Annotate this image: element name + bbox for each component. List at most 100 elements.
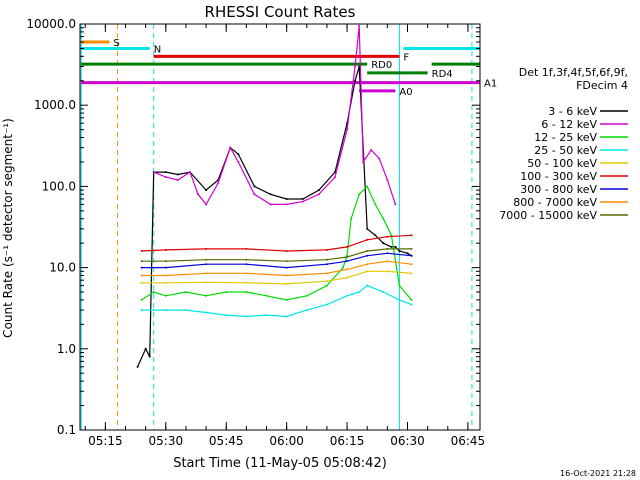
x-tick-label: 05:15	[88, 434, 123, 448]
data-point	[382, 242, 385, 245]
data-point	[410, 272, 413, 275]
plot-frame	[79, 23, 481, 431]
data-point	[269, 193, 272, 196]
data-point	[354, 65, 357, 68]
data-point	[225, 314, 228, 317]
data-point	[205, 247, 208, 250]
data-point	[366, 263, 369, 266]
series-line	[141, 234, 412, 252]
data-point	[285, 260, 288, 263]
x-tick-label: 06:30	[390, 434, 425, 448]
data-point	[382, 291, 385, 294]
data-point	[374, 234, 377, 237]
data-point	[394, 245, 397, 248]
legend-entry-label: 12 - 25 keV	[534, 131, 597, 144]
data-point	[245, 291, 248, 294]
data-point	[325, 284, 328, 287]
flag-bar-label: RD0	[371, 60, 392, 71]
data-point	[205, 189, 208, 192]
y-tick-label: 10000.0	[26, 17, 76, 31]
data-point	[245, 247, 248, 250]
data-point	[285, 203, 288, 206]
data-point	[325, 280, 328, 283]
data-point	[378, 157, 381, 160]
data-point	[366, 270, 369, 273]
data-point	[164, 294, 167, 297]
axes: 05:15 05:30 05:45 06:00 06:15 06:30 06:45 0.1 1.…	[26, 17, 485, 448]
data-point	[140, 260, 143, 263]
data-point	[140, 281, 143, 284]
data-point	[164, 260, 167, 263]
data-point	[205, 281, 208, 284]
data-point	[245, 258, 248, 261]
data-point	[164, 176, 167, 179]
data-point	[148, 355, 151, 358]
data-point	[164, 281, 167, 284]
data-point	[370, 149, 373, 152]
data-point	[285, 282, 288, 285]
data-point	[398, 250, 401, 253]
x-tick-label: 06:00	[269, 434, 304, 448]
legend-entry-label: 3 - 6 keV	[548, 105, 597, 118]
data-point	[358, 65, 361, 68]
data-point	[342, 266, 345, 269]
data-point	[366, 227, 369, 230]
data-point	[140, 309, 143, 312]
data-point	[410, 247, 413, 250]
data-point	[140, 298, 143, 301]
data-point	[366, 238, 369, 241]
data-point	[358, 193, 361, 196]
data-point	[325, 303, 328, 306]
legend: Det 1f,3f,4f,5f,6f,9f,FDecim 4 3 - 6 keV6…	[499, 66, 628, 222]
data-point	[245, 272, 248, 275]
data-point	[164, 266, 167, 269]
data-point	[164, 248, 167, 251]
data-point	[406, 252, 409, 255]
data-point	[366, 185, 369, 188]
series-line	[141, 252, 412, 269]
data-point	[269, 203, 272, 206]
x-axis-label: Start Time (11-May-05 05:08:42)	[173, 456, 387, 471]
data-point	[354, 79, 357, 82]
data-point	[325, 248, 328, 251]
data-point	[164, 171, 167, 174]
data-point	[301, 200, 304, 203]
data-point	[197, 193, 200, 196]
data-point	[358, 291, 361, 294]
legend-entry-label: 25 - 50 keV	[534, 144, 597, 157]
x-tick-label: 05:45	[209, 434, 244, 448]
y-tick-label: 0.1	[57, 423, 76, 437]
y-axis-label: Count Rate (s⁻¹ detector segment⁻¹)	[1, 118, 15, 338]
data-point	[386, 270, 389, 273]
x-tick-label: 06:45	[451, 434, 486, 448]
flag-bars: S N F RD0 RD4 A1 A0	[81, 38, 497, 98]
flag-bar-label: N	[154, 44, 161, 55]
data-point	[410, 303, 413, 306]
data-point	[410, 263, 413, 266]
y-tick-label: 1000.0	[34, 98, 76, 112]
data-point	[176, 178, 179, 181]
legend-entry-label: 100 - 300 keV	[520, 170, 597, 183]
data-point	[350, 217, 353, 220]
data-point	[237, 153, 240, 156]
x-tick-label: 06:15	[330, 434, 365, 448]
data-point	[390, 234, 393, 237]
data-point	[346, 128, 349, 131]
legend-entry-label: 7000 - 15000 keV	[499, 209, 597, 222]
data-point	[410, 298, 413, 301]
data-point	[140, 266, 143, 269]
data-point	[358, 24, 361, 27]
legend-entry-label: 50 - 100 keV	[527, 157, 597, 170]
series-line	[141, 248, 412, 262]
chart-title: RHESSI Count Rates	[205, 3, 356, 21]
data-point	[410, 234, 413, 237]
data-point	[184, 309, 187, 312]
data-point	[140, 274, 143, 277]
data-point	[176, 173, 179, 176]
data-point	[285, 197, 288, 200]
data-point	[164, 309, 167, 312]
data-point	[205, 272, 208, 275]
data-point	[205, 258, 208, 261]
data-point	[317, 189, 320, 192]
